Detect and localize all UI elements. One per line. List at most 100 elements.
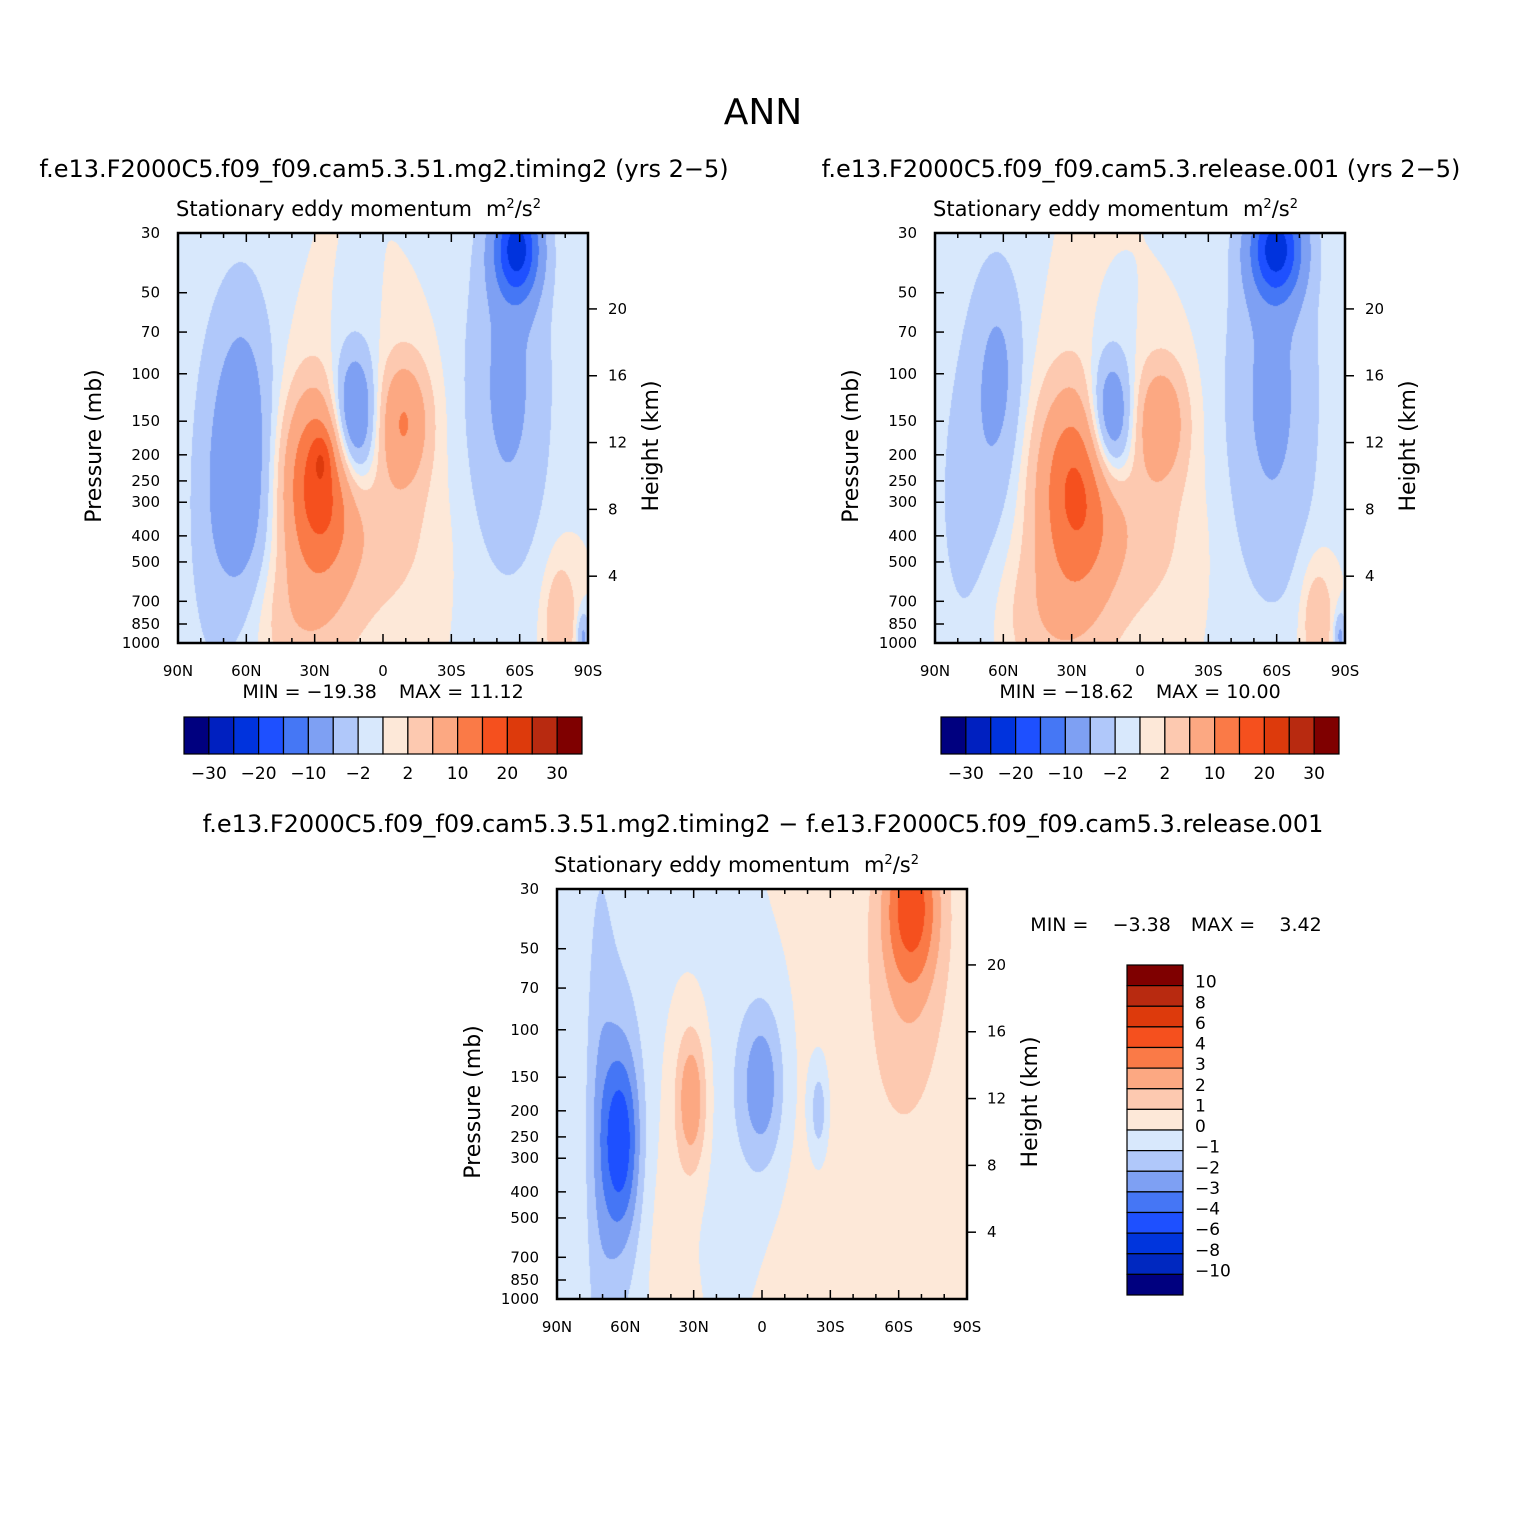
colorbar-label: −8 [1195, 1241, 1220, 1261]
p-tick-label: 100 [131, 365, 160, 383]
p-tick-label: 50 [520, 940, 539, 958]
x-tick-label: 60S [505, 662, 534, 680]
colorbar-box [332, 716, 359, 755]
p-tick-label: 500 [131, 553, 160, 571]
colorbar-box [208, 716, 235, 755]
x-tick-label: 60S [884, 1318, 913, 1336]
p-tick-label: 700 [510, 1248, 539, 1266]
panel-difference: f.e13.F2000C5.f09_f09.cam5.3.51.mg2.timi… [203, 810, 1324, 1336]
x-tick-label: 60N [231, 662, 261, 680]
colorbar-box [233, 716, 260, 755]
p-tick-label: 500 [888, 553, 917, 571]
colorbar-box [506, 716, 533, 755]
colorbar-label: −30 [948, 764, 984, 784]
x-tick-label: 30S [1194, 662, 1223, 680]
panel-1-plot-title: Stationary eddy momentum m2/s2 [176, 197, 541, 221]
contour-field [557, 889, 967, 1299]
p-tick-label: 300 [510, 1149, 539, 1167]
colorbar-label: −20 [241, 764, 277, 784]
x-tick-label: 90N [542, 1318, 572, 1336]
p-tick-label: 400 [510, 1183, 539, 1201]
colorbar-box [432, 716, 459, 755]
z-tick-label: 12 [608, 434, 627, 452]
x-tick-label: 60S [1262, 662, 1291, 680]
colorbar-box [1313, 716, 1340, 755]
z-tick-label: 12 [1365, 434, 1384, 452]
p-tick-label: 250 [131, 472, 160, 490]
p-tick-label: 850 [131, 615, 160, 633]
x-tick-label: 90S [1331, 662, 1360, 680]
x-tick-label: 30S [437, 662, 466, 680]
panel-3-case-title: f.e13.F2000C5.f09_f09.cam5.3.51.mg2.timi… [203, 810, 1324, 838]
colorbar-box [457, 716, 484, 755]
colorbar-label: 2 [1195, 1076, 1206, 1096]
panel-2-case-title: f.e13.F2000C5.f09_f09.cam5.3.release.001… [822, 155, 1461, 183]
colorbar-box [556, 716, 583, 755]
y-axis-label: Pressure (mb) [839, 369, 864, 523]
z-tick-label: 8 [987, 1156, 997, 1174]
colorbar-box [1126, 1108, 1184, 1131]
colorbar-box [407, 716, 434, 755]
colorbar-label: 30 [546, 764, 568, 784]
colorbar-box [1126, 1170, 1184, 1193]
z-tick-label: 4 [1365, 567, 1375, 585]
p-tick-label: 200 [888, 446, 917, 464]
p-tick-label: 700 [888, 592, 917, 610]
p-tick-label: 500 [510, 1209, 539, 1227]
x-tick-label: 30N [1057, 662, 1087, 680]
p-tick-label: 100 [510, 1021, 539, 1039]
z-tick-label: 20 [1365, 300, 1384, 318]
colorbar-box [357, 716, 384, 755]
colorbar-label: −3 [1195, 1179, 1220, 1199]
colorbar-label: −10 [290, 764, 326, 784]
x-tick-label: 90N [920, 662, 950, 680]
panel-model-1: f.e13.F2000C5.f09_f09.cam5.3.51.mg2.timi… [39, 155, 728, 784]
z-tick-label: 12 [987, 1090, 1006, 1108]
colorbar-box [282, 716, 309, 755]
colorbar-box [1164, 716, 1191, 755]
p-tick-label: 70 [520, 979, 539, 997]
colorbar-box [990, 716, 1017, 755]
panel-3-plot-title: Stationary eddy momentum m2/s2 [554, 853, 919, 877]
panel-2-plot-title: Stationary eddy momentum m2/s2 [933, 197, 1298, 221]
x-tick-label: 0 [378, 662, 388, 680]
p-tick-label: 1000 [122, 634, 160, 652]
contour-field [935, 233, 1345, 643]
panel-2-minmax: MIN = −18.62 MAX = 10.00 [999, 681, 1280, 703]
p-tick-label: 250 [888, 472, 917, 490]
colorbar-label: 0 [1195, 1117, 1206, 1137]
colorbar-box [1114, 716, 1141, 755]
p-tick-label: 150 [888, 412, 917, 430]
colorbar-label: −30 [191, 764, 227, 784]
panel-3-plot-area: 90N 60N 30N 0 30S 60S 90S 30 50 70 100 150 200 250 300… [461, 880, 1043, 1336]
z-tick-label: 20 [987, 956, 1006, 974]
colorbar-label: −2 [346, 764, 371, 784]
colorbar-box [1126, 1253, 1184, 1275]
colorbar-box [1288, 716, 1315, 755]
x-tick-label: 90N [163, 662, 193, 680]
colorbar-box [1126, 1150, 1184, 1172]
p-tick-label: 200 [131, 446, 160, 464]
panel-1-minmax: MIN = −19.38 MAX = 11.12 [242, 681, 523, 703]
z-tick-label: 4 [608, 567, 618, 585]
x-tick-label: 60N [988, 662, 1018, 680]
colorbar-box [1126, 1211, 1184, 1234]
y-axis-label-right: Height (km) [1396, 380, 1421, 511]
y-axis-label: Pressure (mb) [82, 369, 107, 523]
colorbar-label: −6 [1195, 1220, 1220, 1240]
z-tick-label: 16 [987, 1023, 1006, 1041]
p-tick-label: 400 [888, 527, 917, 545]
colorbar-label: 8 [1195, 993, 1206, 1013]
colorbar-box [1089, 716, 1116, 755]
p-tick-label: 300 [131, 493, 160, 511]
panel-1-case-title: f.e13.F2000C5.f09_f09.cam5.3.51.mg2.timi… [39, 155, 728, 183]
colorbar-box [1064, 716, 1091, 755]
contour-field [178, 233, 588, 643]
colorbar-label: −20 [998, 764, 1034, 784]
colorbar-box [1126, 1129, 1184, 1152]
colorbar-box [1015, 716, 1042, 755]
p-tick-label: 1000 [879, 634, 917, 652]
p-tick-label: 1000 [501, 1290, 539, 1308]
colorbar-box [382, 716, 409, 755]
z-tick-label: 20 [608, 300, 627, 318]
